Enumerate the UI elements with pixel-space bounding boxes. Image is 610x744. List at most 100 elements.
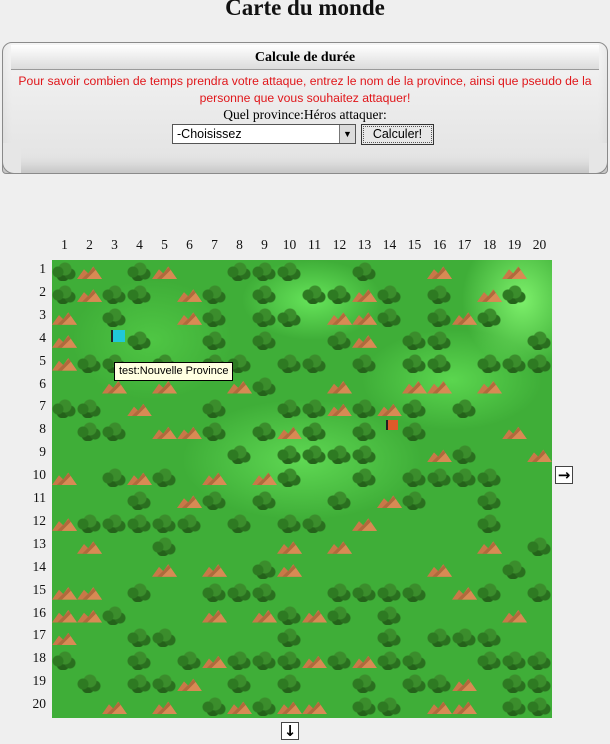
- mountain-tile-icon[interactable]: [352, 655, 377, 669]
- mountain-tile-icon[interactable]: [177, 289, 202, 302]
- forest-tile-icon[interactable]: [127, 283, 151, 304]
- forest-tile-icon[interactable]: [427, 283, 451, 304]
- forest-tile-icon[interactable]: [452, 627, 476, 648]
- mountain-tile-icon[interactable]: [177, 495, 202, 508]
- mountain-tile-icon[interactable]: [202, 655, 227, 669]
- forest-tile-icon[interactable]: [127, 650, 151, 671]
- mountain-tile-icon[interactable]: [327, 541, 352, 554]
- forest-tile-icon[interactable]: [277, 444, 301, 465]
- forest-tile-icon[interactable]: [127, 581, 151, 602]
- mountain-tile-icon[interactable]: [52, 609, 77, 623]
- forest-tile-icon[interactable]: [227, 444, 251, 465]
- forest-tile-icon[interactable]: [302, 398, 326, 419]
- mountain-tile-icon[interactable]: [77, 266, 102, 279]
- mountain-tile-icon[interactable]: [202, 564, 227, 577]
- mountain-tile-icon[interactable]: [427, 564, 452, 577]
- forest-tile-icon[interactable]: [127, 261, 151, 281]
- mountain-tile-icon[interactable]: [252, 472, 277, 486]
- forest-tile-icon[interactable]: [352, 398, 376, 419]
- mountain-tile-icon[interactable]: [152, 701, 177, 715]
- forest-tile-icon[interactable]: [377, 650, 401, 671]
- mountain-tile-icon[interactable]: [502, 609, 527, 623]
- forest-tile-icon[interactable]: [52, 283, 76, 304]
- forest-tile-icon[interactable]: [477, 306, 501, 327]
- forest-tile-icon[interactable]: [277, 673, 301, 694]
- forest-tile-icon[interactable]: [302, 444, 326, 465]
- forest-tile-icon[interactable]: [302, 283, 326, 304]
- forest-tile-icon[interactable]: [327, 444, 351, 465]
- forest-tile-icon[interactable]: [202, 581, 226, 602]
- mountain-tile-icon[interactable]: [352, 335, 377, 348]
- forest-tile-icon[interactable]: [252, 696, 276, 717]
- forest-tile-icon[interactable]: [277, 398, 301, 419]
- forest-tile-icon[interactable]: [302, 352, 326, 373]
- forest-tile-icon[interactable]: [402, 650, 426, 671]
- mountain-tile-icon[interactable]: [302, 609, 327, 623]
- forest-tile-icon[interactable]: [352, 581, 376, 602]
- forest-tile-icon[interactable]: [127, 673, 151, 694]
- mountain-tile-icon[interactable]: [52, 586, 77, 600]
- forest-tile-icon[interactable]: [352, 261, 376, 281]
- forest-tile-icon[interactable]: [227, 581, 251, 602]
- forest-tile-icon[interactable]: [327, 650, 351, 671]
- forest-tile-icon[interactable]: [127, 627, 151, 648]
- forest-tile-icon[interactable]: [252, 581, 276, 602]
- forest-tile-icon[interactable]: [377, 283, 401, 304]
- mountain-tile-icon[interactable]: [102, 701, 127, 715]
- forest-tile-icon[interactable]: [102, 421, 126, 442]
- forest-tile-icon[interactable]: [77, 421, 101, 442]
- forest-tile-icon[interactable]: [252, 283, 276, 304]
- forest-tile-icon[interactable]: [527, 581, 551, 602]
- forest-tile-icon[interactable]: [277, 467, 301, 488]
- forest-tile-icon[interactable]: [252, 261, 276, 281]
- forest-tile-icon[interactable]: [327, 581, 351, 602]
- mountain-tile-icon[interactable]: [152, 564, 177, 577]
- forest-tile-icon[interactable]: [252, 421, 276, 442]
- forest-tile-icon[interactable]: [252, 306, 276, 327]
- forest-tile-icon[interactable]: [377, 627, 401, 648]
- forest-tile-icon[interactable]: [127, 512, 151, 533]
- forest-tile-icon[interactable]: [402, 581, 426, 602]
- mountain-tile-icon[interactable]: [452, 678, 477, 692]
- forest-tile-icon[interactable]: [77, 352, 101, 373]
- mountain-tile-icon[interactable]: [327, 380, 352, 394]
- forest-tile-icon[interactable]: [352, 696, 376, 717]
- enemy-province-flag-icon[interactable]: [386, 420, 398, 430]
- mountain-tile-icon[interactable]: [227, 380, 252, 394]
- forest-tile-icon[interactable]: [252, 329, 276, 350]
- mountain-tile-icon[interactable]: [52, 335, 77, 348]
- forest-tile-icon[interactable]: [402, 398, 426, 419]
- mountain-tile-icon[interactable]: [77, 609, 102, 623]
- forest-tile-icon[interactable]: [302, 512, 326, 533]
- forest-tile-icon[interactable]: [377, 306, 401, 327]
- forest-tile-icon[interactable]: [277, 604, 301, 625]
- forest-tile-icon[interactable]: [102, 306, 126, 327]
- forest-tile-icon[interactable]: [77, 673, 101, 694]
- forest-tile-icon[interactable]: [477, 650, 501, 671]
- mountain-tile-icon[interactable]: [77, 586, 102, 600]
- forest-tile-icon[interactable]: [52, 650, 76, 671]
- forest-tile-icon[interactable]: [502, 650, 526, 671]
- forest-tile-icon[interactable]: [352, 673, 376, 694]
- forest-tile-icon[interactable]: [102, 283, 126, 304]
- forest-tile-icon[interactable]: [327, 604, 351, 625]
- forest-tile-icon[interactable]: [327, 329, 351, 350]
- forest-tile-icon[interactable]: [427, 352, 451, 373]
- chevron-down-icon[interactable]: ▼: [339, 125, 355, 143]
- mountain-tile-icon[interactable]: [402, 380, 427, 394]
- forest-tile-icon[interactable]: [477, 490, 501, 510]
- forest-tile-icon[interactable]: [527, 696, 551, 717]
- forest-tile-icon[interactable]: [252, 650, 276, 671]
- forest-tile-icon[interactable]: [427, 627, 451, 648]
- forest-tile-icon[interactable]: [202, 421, 226, 442]
- forest-tile-icon[interactable]: [202, 696, 226, 717]
- forest-tile-icon[interactable]: [352, 421, 376, 442]
- mountain-tile-icon[interactable]: [202, 472, 227, 486]
- forest-tile-icon[interactable]: [152, 512, 176, 533]
- forest-tile-icon[interactable]: [152, 673, 176, 694]
- forest-tile-icon[interactable]: [52, 398, 76, 419]
- mountain-tile-icon[interactable]: [127, 403, 152, 417]
- forest-tile-icon[interactable]: [402, 467, 426, 488]
- forest-tile-icon[interactable]: [202, 329, 226, 350]
- forest-tile-icon[interactable]: [227, 261, 251, 281]
